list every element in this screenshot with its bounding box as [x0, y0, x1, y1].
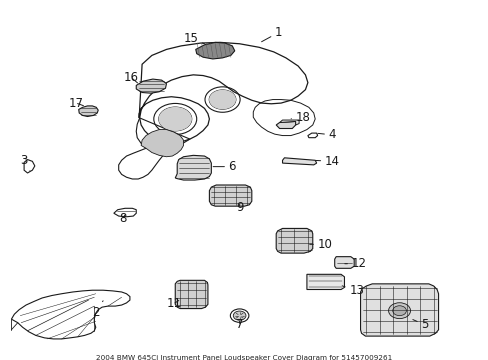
Polygon shape [79, 106, 98, 117]
Polygon shape [334, 257, 353, 268]
Polygon shape [175, 280, 207, 309]
Text: 15: 15 [183, 32, 204, 45]
Polygon shape [136, 79, 166, 93]
Polygon shape [279, 120, 299, 125]
Ellipse shape [209, 90, 236, 109]
Text: 5: 5 [412, 318, 427, 331]
Polygon shape [306, 274, 344, 289]
Text: 16: 16 [123, 71, 139, 84]
Text: 6: 6 [213, 160, 236, 173]
Text: 7: 7 [235, 318, 243, 331]
Text: 12: 12 [344, 257, 366, 270]
Text: 2: 2 [92, 301, 103, 319]
Polygon shape [195, 42, 234, 59]
Polygon shape [360, 284, 438, 336]
Ellipse shape [233, 311, 245, 320]
Text: 18: 18 [290, 111, 310, 125]
Polygon shape [276, 121, 295, 129]
Ellipse shape [388, 303, 410, 319]
Text: 8: 8 [119, 212, 126, 225]
Text: 13: 13 [342, 284, 364, 297]
Text: 11: 11 [166, 297, 181, 310]
Polygon shape [175, 155, 211, 180]
Ellipse shape [158, 107, 191, 131]
Text: 2004 BMW 645Ci Instrument Panel Loudspeaker Cover Diagram for 51457009261: 2004 BMW 645Ci Instrument Panel Loudspea… [96, 355, 392, 360]
Polygon shape [141, 130, 183, 157]
Text: 10: 10 [309, 238, 332, 251]
Text: 9: 9 [235, 201, 243, 214]
Polygon shape [209, 185, 251, 206]
Ellipse shape [392, 306, 406, 316]
Text: 17: 17 [69, 96, 83, 109]
Text: 3: 3 [20, 154, 30, 171]
Polygon shape [276, 229, 312, 253]
Text: 1: 1 [261, 26, 282, 42]
Polygon shape [282, 158, 316, 165]
Text: 4: 4 [317, 129, 335, 141]
Text: 14: 14 [315, 155, 339, 168]
